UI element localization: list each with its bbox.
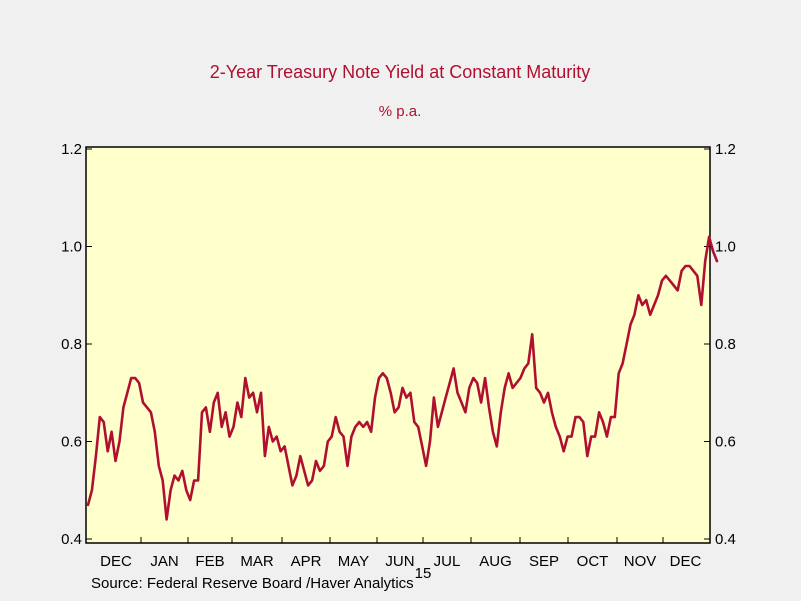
y-axis-left: 0.4 0.6 0.8 1.0 1.2 [61, 141, 92, 548]
y-tick-label-left-3: 1.0 [61, 239, 82, 256]
x-month-label-1: JAN [150, 553, 178, 570]
x-month-label-7: JUL [434, 553, 461, 570]
x-month-label-6: JUN [385, 553, 414, 570]
y-tick-label-left-0: 0.4 [61, 531, 82, 548]
x-month-label-11: NOV [624, 553, 657, 570]
y-tick-label-right-2: 0.8 [715, 336, 736, 353]
y-tick-label-left-4: 1.2 [61, 141, 82, 158]
chart-title: 2-Year Treasury Note Yield at Constant M… [210, 62, 591, 82]
x-month-label-5: MAY [338, 553, 369, 570]
y-tick-label-left-2: 0.8 [61, 336, 82, 353]
series-line [86, 235, 719, 521]
x-axis: DEC JAN FEB MAR APR MAY JUN JUL AUG SEP OCT NOV DEC [100, 537, 702, 570]
x-month-label-0: DEC [100, 553, 132, 570]
plot-area [85, 146, 711, 544]
x-month-label-3: MAR [240, 553, 274, 570]
y-tick-label-left-1: 0.6 [61, 434, 82, 451]
x-month-label-12: DEC [670, 553, 702, 570]
x-month-label-4: APR [291, 553, 322, 570]
x-month-label-9: SEP [529, 553, 559, 570]
y-axis-right: 0.4 0.6 0.8 1.0 1.2 [704, 141, 736, 548]
y-tick-label-right-3: 1.0 [715, 239, 736, 256]
x-month-label-2: FEB [195, 553, 224, 570]
y-tick-label-right-0: 0.4 [715, 531, 736, 548]
y-tick-label-right-1: 0.6 [715, 434, 736, 451]
x-month-label-8: AUG [479, 553, 512, 570]
source-note: Source: Federal Reserve Board /Haver Ana… [91, 575, 414, 592]
year-label: 15 [415, 565, 432, 582]
chart-subtitle: % p.a. [379, 103, 422, 120]
x-month-label-10: OCT [577, 553, 609, 570]
y-tick-label-right-4: 1.2 [715, 141, 736, 158]
